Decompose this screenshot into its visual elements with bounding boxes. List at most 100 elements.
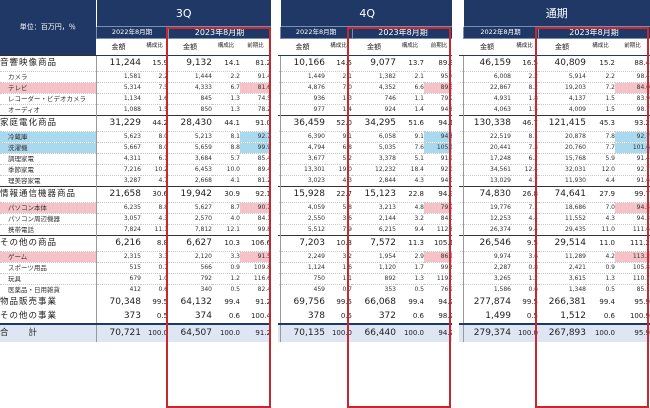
amount-cell: 130,338 [462, 115, 511, 132]
amount-cell: 373 [95, 309, 141, 324]
share-cell: 0.5 [526, 311, 538, 320]
amount-cell: 936 [279, 93, 325, 105]
amount-cell: 20,878 [538, 131, 586, 143]
share-cell: 1.7 [396, 262, 424, 274]
amount-cell: 3,684 [168, 153, 212, 165]
yoy-cell: 110.7 [615, 273, 650, 285]
yoy-cell: 91.4 [615, 153, 650, 165]
amount-cell: 1,124 [279, 262, 325, 274]
row-label: ゲーム [0, 251, 96, 263]
amount-cell: 1,954 [352, 251, 396, 263]
share-cell: 11.0 [586, 224, 615, 236]
share-cell: 8.0 [141, 142, 168, 154]
amount-cell: 18,686 [538, 202, 586, 214]
row-label: パソコン本体 [0, 202, 96, 214]
amount-cell: 892 [352, 273, 396, 285]
amount-cell: 2,144 [352, 213, 396, 225]
yoy-cell: 116.6 [240, 273, 271, 285]
yoy-cell: 113.2 [615, 251, 650, 263]
share-cell: 5.8 [325, 202, 352, 214]
period-4q: 4Q [279, 0, 454, 27]
share-cell: 11.1 [141, 224, 168, 236]
share-cell: 15.9 [141, 55, 168, 72]
amount-cell: 7,572 [352, 235, 396, 252]
share-cell: 51.6 [396, 115, 424, 132]
amount-cell: 34,295 [352, 115, 396, 132]
yoy-cell: 84.1 [240, 213, 271, 225]
table-row: パソコン本体 6,235 8.8 5,627 8.7 90.7 4,059 5.8 3,213 4… [0, 202, 650, 214]
share-cell: 99.4 [224, 298, 240, 306]
row-label: 携帯電話 [0, 224, 96, 236]
amount-cell: 3,023 [279, 175, 325, 187]
share-cell: 99.5 [522, 298, 538, 306]
yoy-cell: 91.0 [240, 115, 271, 132]
prev-year-3q: 2022年8月期 [95, 26, 169, 39]
yoy-cell: 94.9 [424, 186, 454, 203]
amount-cell: 19,776 [462, 202, 511, 214]
share-cell: 3.6 [511, 251, 538, 263]
share-cell: 3.3 [212, 251, 240, 263]
yoy-cell: 94.6 [424, 104, 454, 116]
amount-cell: 4,931 [462, 93, 511, 105]
amount-cell: 1,088 [95, 104, 141, 116]
amount-cell: 3,677 [279, 153, 325, 165]
amount-cell: 36,459 [279, 115, 325, 132]
table-row: 音響映像商品 11,244 15.9 9,132 14.1 81.2 10,166 14.5 9… [0, 55, 650, 72]
amount-cell: 1,134 [95, 93, 141, 105]
row-label: 合 計 [0, 322, 96, 342]
share-cell: 52.0 [325, 115, 352, 132]
share-cell: 9.4 [396, 224, 424, 236]
amount-cell: 64,132 [180, 297, 213, 307]
share-cell: 1.2 [511, 273, 538, 285]
share-cell: 0.5 [156, 311, 168, 320]
yoy-cell: 100.9 [629, 311, 650, 320]
table-row: その他の商品 6,216 8.8 6,627 10.3 106.6 7,203 10.3 7,5… [0, 235, 650, 252]
share-cell: 1.3 [325, 93, 352, 105]
table-row: カメラ 1,581 2.2 1,444 2.2 91.4 1,449 2.1 1,382 2.1 9… [0, 71, 650, 83]
share-cell: 1.5 [141, 104, 168, 116]
share-cell: 44.2 [141, 115, 168, 132]
share-cell: 2.1 [396, 71, 424, 83]
amount-cell: 5,667 [95, 142, 141, 154]
share-cell: 0.8 [511, 262, 538, 274]
block-gap [452, 0, 459, 406]
share-cell: 22.8 [396, 186, 424, 203]
amount-cell: 266,381 [548, 297, 586, 307]
share-cell: 3.3 [141, 251, 168, 263]
yoy-cell: 94.1 [424, 175, 454, 187]
yoy-cell: 106.6 [240, 235, 271, 252]
amount-cell: 19,942 [168, 186, 212, 203]
yoy-cell: 89.3 [424, 55, 454, 72]
yoy-cell: 95.9 [634, 298, 650, 306]
col-share: 構成比 [511, 38, 538, 56]
table-row: 玩具 679 1.0 792 1.2 116.6 750 1.1 892 1.3 119.0 3,26… [0, 273, 650, 285]
share-cell: 8.2 [511, 82, 538, 94]
amount-cell: 2,570 [168, 213, 212, 225]
share-cell: 30.6 [141, 186, 168, 203]
amount-cell: 1,348 [538, 284, 586, 296]
yoy-cell: 76.9 [424, 284, 454, 296]
amount-cell: 4,311 [95, 153, 141, 165]
row-label: レコーダー・ビデオカメラ [0, 93, 96, 105]
amount-cell: 6,453 [168, 164, 212, 176]
amount-cell: 1,586 [462, 284, 511, 296]
share-cell: 100.0 [325, 322, 352, 342]
amount-cell: 3,213 [352, 202, 396, 214]
amount-cell: 3,615 [538, 273, 586, 285]
share-cell: 9.5 [511, 235, 538, 252]
amount-cell: 746 [352, 93, 396, 105]
share-cell: 1.0 [141, 273, 168, 285]
table-row: 物品販売事業 70,348 99.5 64,132 99.4 91.2 69,756 99.5… [0, 295, 650, 310]
share-cell: 0.6 [141, 284, 168, 296]
amount-cell: 1,382 [352, 71, 396, 83]
yoy-cell: 91.2 [255, 298, 271, 306]
yoy-cell: 81.2 [240, 175, 271, 187]
yoy-cell: 91.4 [240, 71, 271, 83]
amount-cell: 850 [168, 104, 212, 116]
share-cell: 45.3 [586, 115, 615, 132]
share-cell: 2.9 [396, 251, 424, 263]
share-cell: 3.2 [396, 213, 424, 225]
table-row: その他の事業 373 0.5 374 0.6 100.4 378 0.5 372 0.6 98.2 1… [0, 309, 650, 324]
yoy-cell: 81.2 [240, 55, 271, 72]
share-cell: 12.0 [586, 164, 615, 176]
